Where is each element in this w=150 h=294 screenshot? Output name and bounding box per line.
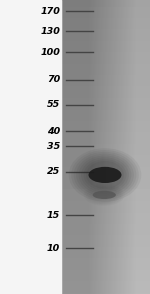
Ellipse shape: [86, 185, 123, 205]
Ellipse shape: [88, 167, 122, 183]
Ellipse shape: [74, 152, 136, 198]
Text: 15: 15: [47, 211, 60, 220]
Text: 40: 40: [47, 127, 60, 136]
Ellipse shape: [79, 156, 131, 194]
Text: 170: 170: [40, 7, 60, 16]
Ellipse shape: [93, 191, 116, 199]
Text: 100: 100: [40, 48, 60, 57]
Text: 25: 25: [47, 168, 60, 176]
Text: 35: 35: [47, 142, 60, 151]
Text: 10: 10: [47, 244, 60, 253]
Ellipse shape: [91, 188, 118, 202]
Ellipse shape: [87, 186, 121, 204]
Ellipse shape: [76, 154, 134, 196]
Ellipse shape: [86, 161, 124, 189]
Text: 55: 55: [47, 101, 60, 109]
Text: 130: 130: [40, 27, 60, 36]
Ellipse shape: [84, 159, 126, 191]
Ellipse shape: [84, 184, 125, 206]
Ellipse shape: [89, 187, 119, 203]
Ellipse shape: [81, 157, 129, 193]
Text: 70: 70: [47, 76, 60, 84]
Ellipse shape: [71, 150, 139, 200]
Ellipse shape: [69, 148, 141, 202]
Bar: [0, 0, 62, 294]
